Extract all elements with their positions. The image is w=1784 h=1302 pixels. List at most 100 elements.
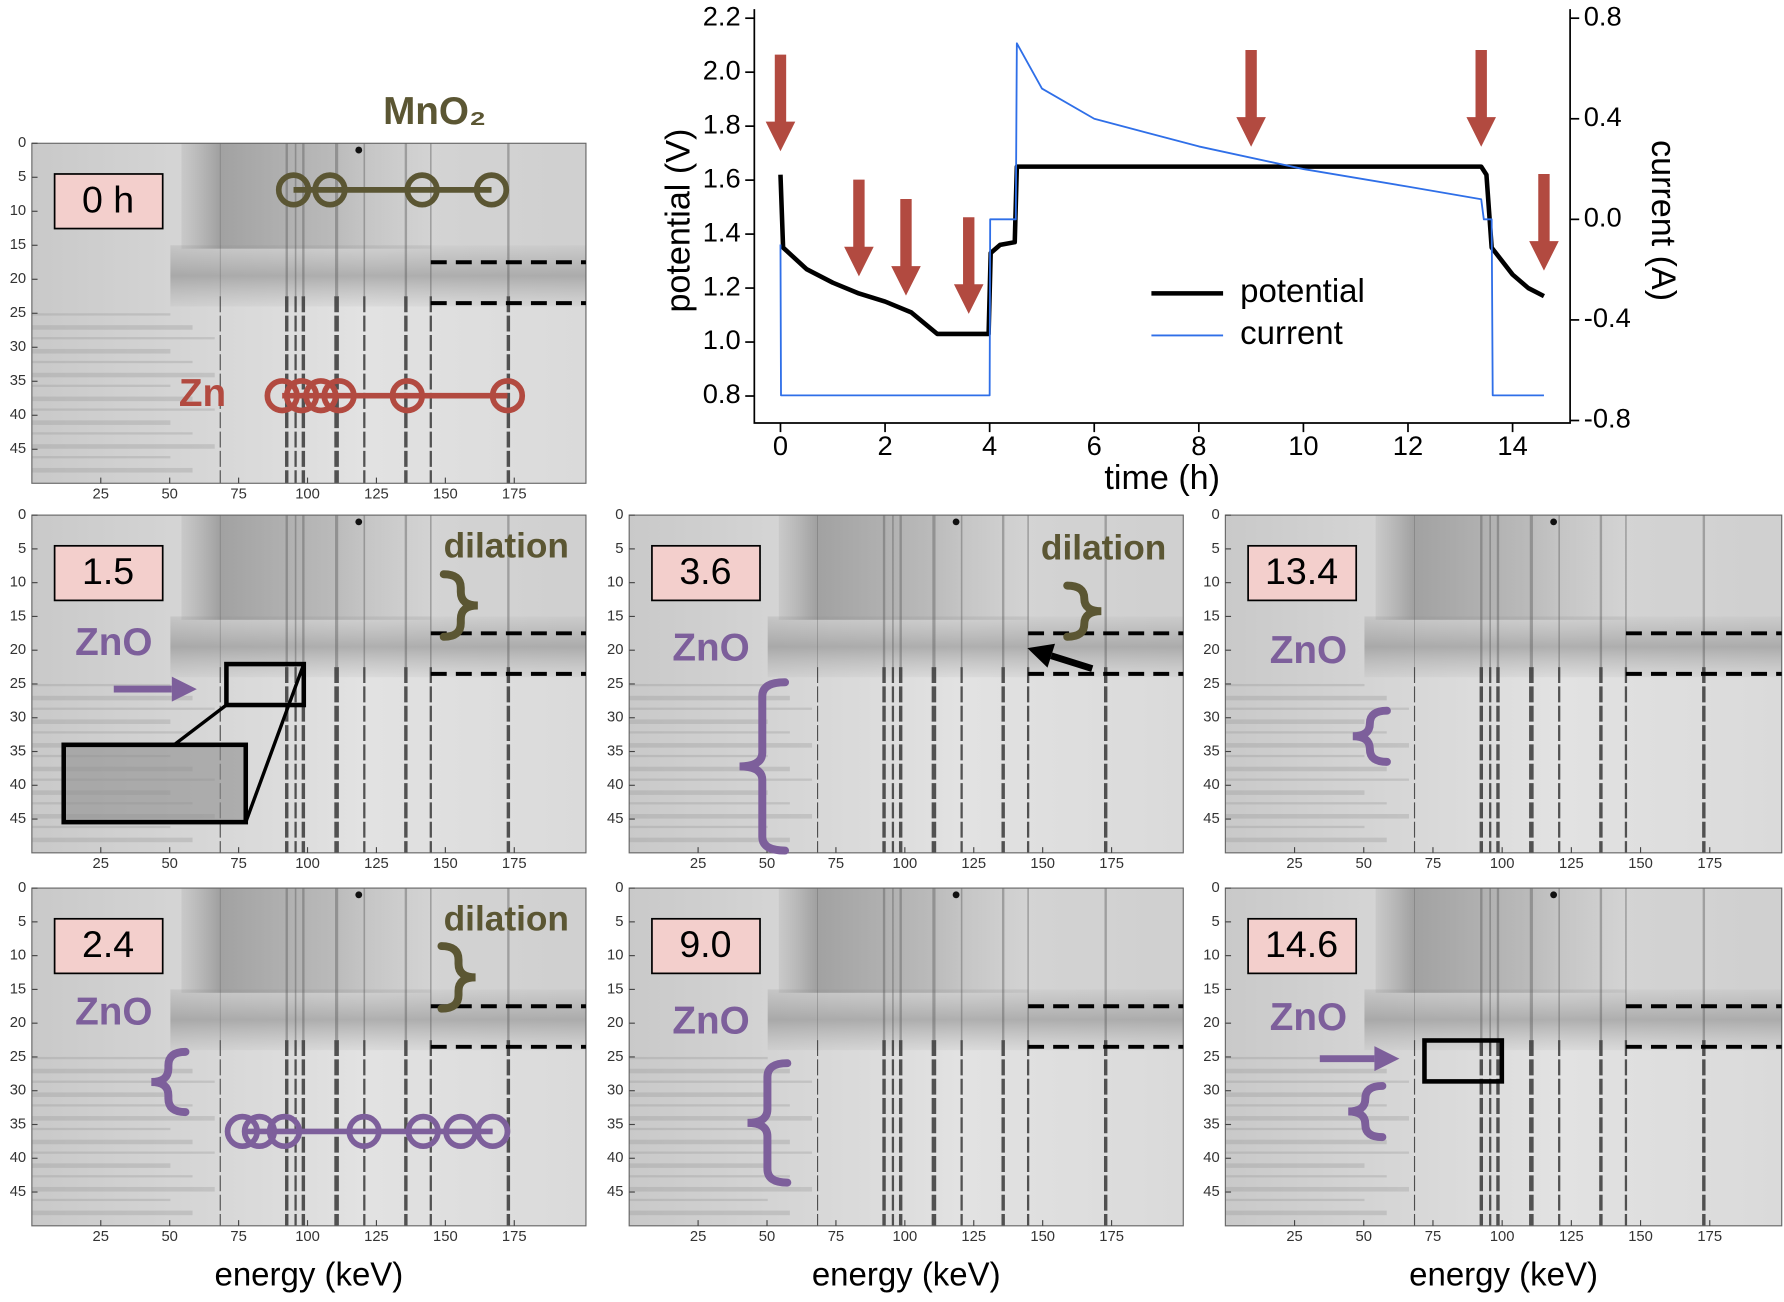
brace xyxy=(1063,581,1102,641)
image-streak xyxy=(629,1127,768,1131)
image-band xyxy=(767,989,1184,1051)
zoom-box xyxy=(1422,1038,1505,1084)
zoom-connector xyxy=(173,703,228,747)
y-tick-label: 35 xyxy=(607,1116,623,1132)
image-streak xyxy=(31,695,193,701)
image-streak xyxy=(1225,802,1387,805)
y-tick-label: 30 xyxy=(607,710,623,726)
y-tick-label: 5 xyxy=(1211,541,1219,557)
chain-atom xyxy=(283,378,320,414)
time-label: 9.0 xyxy=(679,923,731,965)
x-tick-label: 175 xyxy=(502,1229,527,1245)
brace xyxy=(739,678,790,855)
y-tick-label: 5 xyxy=(18,169,26,185)
x-axis-label: time (h) xyxy=(1104,459,1220,497)
image-streak xyxy=(31,456,171,459)
time-label: 2.4 xyxy=(82,923,134,965)
arrow-head xyxy=(1027,643,1056,668)
x-tick-label: 4 xyxy=(982,430,997,461)
x-tick-label: 125 xyxy=(961,1229,986,1245)
image-top-right xyxy=(1028,888,1184,990)
y-tick-label: 30 xyxy=(607,1083,623,1099)
y-tick-label: 0 xyxy=(18,507,26,523)
y-tick-label: 0 xyxy=(1211,507,1219,523)
annotation: dilation xyxy=(444,526,569,565)
time-arrow xyxy=(953,217,984,314)
y-tick-label: 15 xyxy=(607,981,623,997)
y-tick-label: 2.0 xyxy=(703,54,741,85)
x-tick-label: 100 xyxy=(893,856,918,872)
image-streak xyxy=(1225,719,1365,724)
arrow-head xyxy=(1374,1046,1400,1072)
image-streak xyxy=(31,1080,215,1083)
annotation: MnO₂ xyxy=(383,90,486,133)
image-streak xyxy=(1225,1186,1409,1192)
chain-atom xyxy=(312,172,348,208)
chain-atom xyxy=(405,1113,441,1150)
x-tick-label: 75 xyxy=(230,487,246,503)
time-label-box xyxy=(651,544,761,602)
y-tick-label: 45 xyxy=(10,441,26,457)
y-tick-label: 30 xyxy=(1203,1083,1219,1099)
time-label-box xyxy=(53,173,164,230)
image-streak xyxy=(31,1163,171,1168)
y-tick-label: 0 xyxy=(1211,880,1219,896)
y-tick-label: 25 xyxy=(607,676,623,692)
y-tick-label: 10 xyxy=(10,575,26,591)
time-label-box xyxy=(53,917,164,975)
image-streak xyxy=(629,695,790,701)
x-tick-label: 150 xyxy=(433,1229,458,1245)
image-streak xyxy=(31,372,215,378)
x-tick-label: 100 xyxy=(295,487,320,503)
zoom-connector xyxy=(244,663,306,823)
y-tick-label: 30 xyxy=(1203,710,1219,726)
image-streak xyxy=(1225,766,1387,772)
y-tick-label: 35 xyxy=(10,1116,26,1132)
image-streak xyxy=(31,337,215,340)
x-tick-label: 50 xyxy=(1356,856,1372,872)
x-tick-label: 25 xyxy=(1286,1229,1302,1245)
x-axis-label: energy (keV) xyxy=(812,1256,1001,1293)
x-tick-label: 6 xyxy=(1087,430,1102,461)
image-streak xyxy=(629,1175,790,1178)
arrow-head xyxy=(171,676,197,702)
y2-tick-label: 0.4 xyxy=(1584,101,1622,132)
image-spot xyxy=(355,146,363,154)
y-tick-label: 40 xyxy=(1203,1150,1219,1166)
chain-atom xyxy=(346,1113,382,1150)
time-arrow xyxy=(891,198,921,296)
series-line xyxy=(778,164,1546,337)
y-tick-label: 20 xyxy=(1203,642,1219,658)
y-tick-label: 15 xyxy=(1203,608,1219,624)
y-tick-label: 0.8 xyxy=(703,378,741,409)
image-streak xyxy=(629,1186,813,1192)
image-streak xyxy=(31,1068,193,1074)
legend-label: potential xyxy=(1240,272,1365,309)
x-tick-label: 25 xyxy=(93,487,109,503)
time-label: 14.6 xyxy=(1265,923,1338,965)
time-label: 13.4 xyxy=(1265,550,1338,592)
annotation: ZnO xyxy=(1270,629,1347,672)
zoom-inset-box xyxy=(61,742,249,825)
x-tick-label: 75 xyxy=(828,856,844,872)
time-arrow xyxy=(1236,50,1266,147)
image-streak xyxy=(1225,825,1365,829)
y2-tick-label: -0.8 xyxy=(1584,403,1631,434)
image-streak xyxy=(1225,814,1409,819)
y-tick-label: 25 xyxy=(607,1049,623,1065)
annotation: dilation xyxy=(1041,529,1166,568)
image-streak xyxy=(1225,683,1365,687)
y-tick-label: 45 xyxy=(607,1184,623,1200)
x-tick-label: 25 xyxy=(93,1229,109,1245)
image-streak xyxy=(629,1151,813,1154)
y2-tick-label: 0.8 xyxy=(1584,0,1622,31)
y-tick-label: 1.0 xyxy=(703,324,741,355)
y-tick-label: 20 xyxy=(10,271,26,287)
y-tick-label: 35 xyxy=(1203,743,1219,759)
x-axis-label: energy (keV) xyxy=(215,1256,404,1293)
image-streak xyxy=(629,1116,813,1121)
brace xyxy=(437,942,476,1013)
image-streak xyxy=(629,802,790,805)
x-tick-label: 175 xyxy=(1099,1229,1124,1245)
time-arrow xyxy=(765,54,796,152)
